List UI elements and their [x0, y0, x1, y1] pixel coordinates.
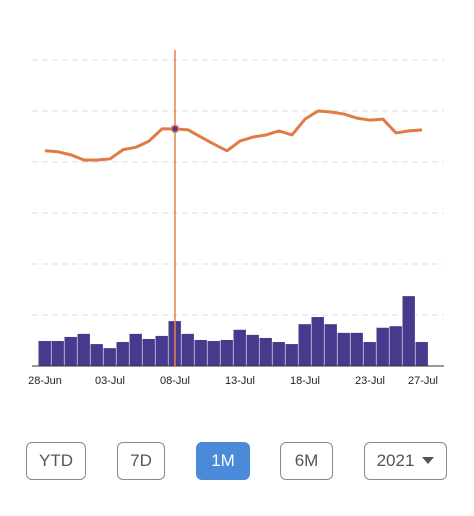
volume-bar: [77, 333, 90, 366]
dropdown-arrow: [422, 457, 435, 464]
year-select[interactable]: 2021: [364, 442, 447, 480]
x-tick-label: 27-Jul: [408, 375, 438, 387]
volume-bar: [285, 344, 298, 366]
volume-bar: [324, 324, 337, 366]
volume-bar: [363, 342, 376, 366]
button-label: YTD: [39, 451, 73, 470]
volume-bar: [155, 335, 168, 366]
range-button[interactable]: 1M: [196, 442, 250, 480]
x-tick-label: 23-Jul: [355, 375, 385, 387]
volume-bar: [194, 339, 207, 366]
volume-bar: [181, 333, 194, 366]
volume-bar: [272, 342, 285, 366]
button-label: 6M: [294, 451, 319, 470]
crosshair-dot: [170, 124, 180, 134]
x-tick-label: 28-Jun: [28, 375, 62, 387]
range-button[interactable]: YTD: [26, 442, 86, 480]
price-line: [44, 109, 423, 162]
volume-bar: [103, 348, 116, 366]
x-tick-label: 18-Jul: [290, 375, 320, 387]
volume-bar: [116, 342, 129, 366]
button-label: 2021: [376, 451, 415, 470]
x-tick-label: 03-Jul: [95, 375, 125, 387]
volume-bar: [129, 333, 142, 366]
volume-bar: [415, 342, 428, 366]
volume-bar: [350, 332, 363, 366]
x-tick-label: 08-Jul: [160, 375, 190, 387]
volume-bar: [259, 337, 272, 366]
range-button[interactable]: 6M: [280, 442, 333, 480]
volume-bar: [246, 334, 259, 366]
volume-bar: [90, 344, 103, 366]
volume-bar: [64, 336, 77, 366]
button-label: 7D: [130, 451, 152, 470]
chart: 28-Jun 03-Jul 08-Jul 13-Jul 18-Jul 23-Jul 27-J…: [28, 50, 444, 387]
volume-bar: [402, 296, 415, 366]
volume-bar: [233, 329, 246, 366]
x-tick-label: 13-Jul: [225, 375, 255, 387]
button-label: 1M: [211, 451, 235, 470]
volume-bar: [142, 338, 155, 366]
volume-bar: [389, 326, 402, 366]
volume-bar: [337, 332, 350, 366]
volume-bar: [298, 324, 311, 366]
volume-bar: [220, 339, 233, 366]
volume-bar: [38, 341, 51, 366]
range-button[interactable]: 7D: [117, 442, 165, 480]
volume-bar: [311, 317, 324, 366]
volume-bar: [51, 341, 64, 366]
volume-bar: [376, 327, 389, 366]
volume-bar: [207, 341, 220, 366]
